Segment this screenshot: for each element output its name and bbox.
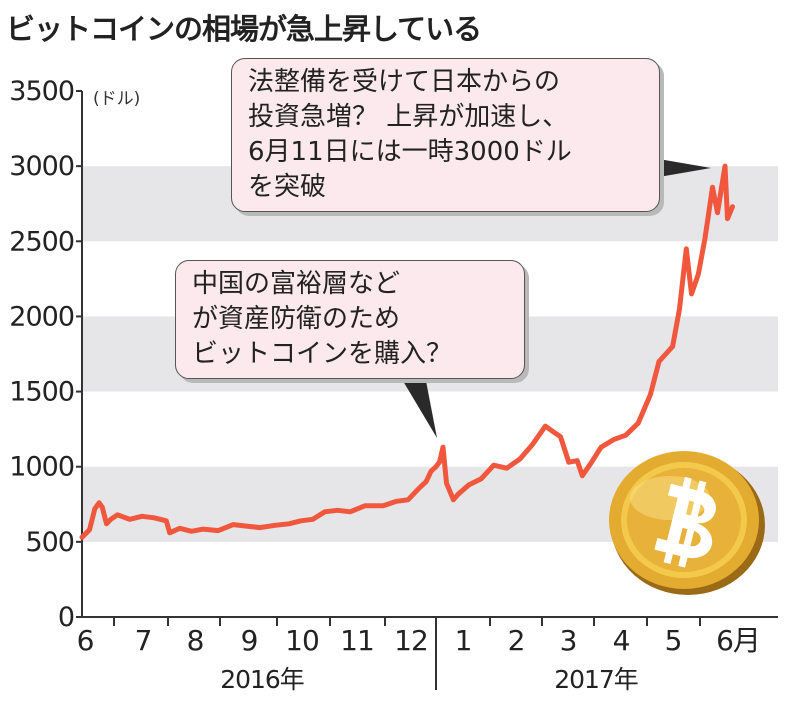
callout-japan-investment: 法整備を受けて日本からの 投資急増？ 上昇が加速し、 6月11日には一時3000… [231,58,660,212]
x-tick-label-11: 5 [665,624,682,657]
callout-2-pointer [403,381,437,438]
callout-1-line-1: 法整備を受けて日本からの [248,67,561,97]
x-tick-label-5: 11 [340,624,374,657]
callout-china-investment: 中国の富裕層など が資産防衛のため ビットコインを購入？ [175,260,525,379]
chart-title: ビットコインの相場が急上昇している [6,12,482,46]
y-tick-label-1500: 1500 [9,377,74,408]
x-tick-label-4: 10 [285,624,319,657]
bitcoin-coin-icon [609,451,765,595]
year-label-1: 2017年 [554,665,638,694]
series-line-0 [79,163,735,540]
y-tick-label-0: 0 [58,602,74,633]
y-axis: 0 500 1000 1500 2000 2500 3000 3500 (ドル) [9,76,140,633]
x-tick-label-7: 1 [455,624,472,657]
year-label-0: 2016年 [220,665,304,694]
y-tick-label-2000: 2000 [9,301,74,332]
y-tick-label-3000: 3000 [9,151,74,182]
x-tick-label-12: 6月 [716,624,760,657]
y-tick-label-2500: 2500 [9,226,74,257]
x-tick-label-3: 9 [241,624,258,657]
callout-1-line-4: を突破 [248,172,327,202]
y-tick-label-1000: 1000 [9,452,74,483]
x-tick-label-2: 8 [187,624,204,657]
callout-1-pointer [653,158,711,178]
x-tick-label-6: 12 [394,624,428,657]
callout-1-line-2: 投資急増？ 上昇が加速し、 [248,102,569,132]
x-tick-label-9: 3 [560,624,577,657]
callout-2-line-3: ビットコインを購入？ [192,339,453,369]
x-tick-label-0: 6 [77,624,94,657]
y-tick-label-500: 500 [25,527,74,558]
callout-1-line-3: 6月11日には一時3000ドル [248,137,572,167]
x-tick-label-10: 4 [613,624,630,657]
callout-2-line-2: が資産防衛のため [192,304,401,334]
price-series [79,163,735,540]
y-axis-unit: (ドル) [93,89,140,109]
x-tick-label-1: 7 [135,624,152,657]
callout-2-line-1: 中国の富裕層など [192,269,401,299]
y-tick-label-3500: 3500 [9,76,74,107]
x-tick-label-8: 2 [508,624,525,657]
